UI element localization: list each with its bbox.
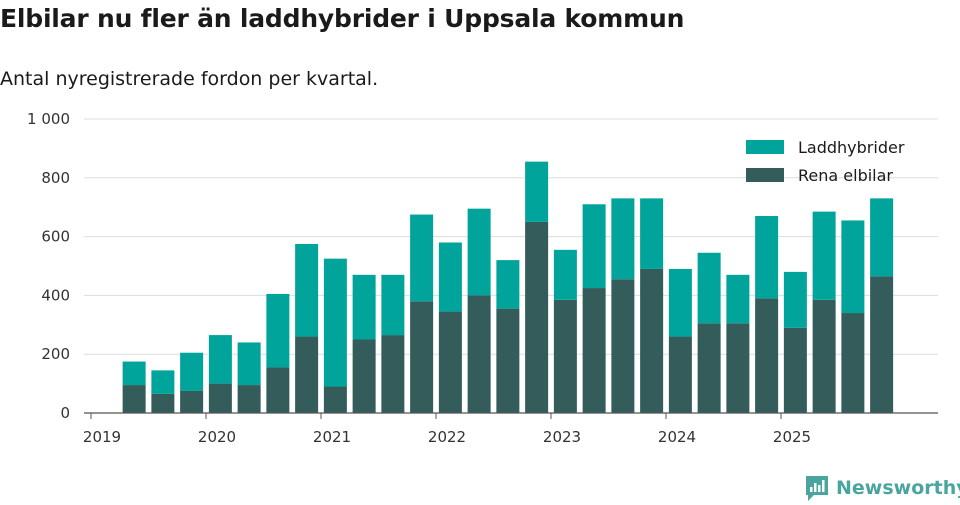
bar-rena-elbilar (237, 385, 261, 413)
bar-laddhybrider (295, 243, 319, 337)
bar-rena-elbilar (151, 393, 175, 413)
brand-name: Newsworthy (836, 477, 960, 499)
bar-laddhybrider (582, 204, 606, 289)
bar-rena-elbilar (783, 327, 807, 413)
bar-rena-elbilar (697, 323, 721, 413)
bar-rena-elbilar (525, 221, 549, 413)
bar-laddhybrider (726, 274, 750, 324)
bar-laddhybrider (783, 271, 807, 328)
bar-rena-elbilar (755, 298, 779, 413)
bar-rena-elbilar (668, 336, 692, 413)
bar-laddhybrider (151, 370, 175, 394)
bar-laddhybrider (410, 214, 434, 302)
x-tick-label: 2023 (543, 428, 581, 446)
y-tick-label: 800 (41, 169, 70, 187)
bar-rena-elbilar (611, 279, 635, 413)
chart-subtitle: Antal nyregistrerade fordon per kvartal. (0, 68, 379, 90)
legend-swatch (746, 140, 784, 154)
bar-laddhybrider (640, 198, 664, 269)
y-tick-label: 0 (60, 404, 70, 422)
chart-title: Elbilar nu fler än laddhybrider i Uppsal… (0, 4, 685, 33)
bar-rena-elbilar (870, 276, 894, 413)
x-tick-label: 2024 (658, 428, 696, 446)
bar-laddhybrider (553, 249, 577, 300)
bar-rena-elbilar (812, 299, 836, 413)
bar-laddhybrider (870, 198, 894, 277)
bar-rena-elbilar (122, 385, 146, 413)
bar-laddhybrider (122, 361, 146, 386)
bar-rena-elbilar (553, 299, 577, 413)
bar-rena-elbilar (726, 323, 750, 413)
brand-logo: Newsworthy (804, 474, 960, 502)
bar-laddhybrider (697, 252, 721, 324)
bar-rena-elbilar (208, 383, 232, 413)
x-tick-label: 2021 (313, 428, 351, 446)
bar-rena-elbilar (381, 335, 405, 413)
bar-rena-elbilar (438, 311, 462, 413)
legend-swatch (746, 168, 784, 182)
bar-rena-elbilar (467, 295, 491, 413)
bar-rena-elbilar (582, 288, 606, 413)
bar-rena-elbilar (323, 386, 347, 413)
bar-laddhybrider (755, 216, 779, 299)
bar-rena-elbilar (266, 367, 290, 413)
bar-rena-elbilar (841, 313, 865, 413)
x-tick-label: 2019 (83, 428, 121, 446)
bar-laddhybrider (525, 161, 549, 222)
legend-label: Laddhybrider (798, 138, 905, 157)
bar-laddhybrider (467, 208, 491, 296)
bar-laddhybrider (611, 198, 635, 280)
y-tick-label: 600 (41, 228, 70, 246)
bar-laddhybrider (266, 293, 290, 368)
bar-laddhybrider (668, 268, 692, 337)
y-tick-label: 400 (41, 286, 70, 304)
legend-label: Rena elbilar (798, 166, 893, 185)
bar-rena-elbilar (496, 308, 520, 413)
y-tick-label: 1 000 (27, 110, 70, 128)
bar-laddhybrider (841, 220, 865, 314)
bar-laddhybrider (438, 242, 462, 312)
bar-laddhybrider (352, 274, 376, 340)
bar-laddhybrider (208, 335, 232, 384)
bar-rena-elbilar (180, 390, 204, 413)
bar-rena-elbilar (295, 336, 319, 413)
x-tick-label: 2020 (198, 428, 236, 446)
bar-rena-elbilar (640, 268, 664, 413)
bar-laddhybrider (812, 211, 836, 300)
x-tick-label: 2025 (773, 428, 811, 446)
x-tick-label: 2022 (428, 428, 466, 446)
bar-laddhybrider (237, 342, 261, 386)
bar-rena-elbilar (410, 301, 434, 413)
newsworthy-logo-icon (806, 476, 828, 501)
y-tick-label: 200 (41, 345, 70, 363)
bar-laddhybrider (496, 260, 520, 309)
bar-laddhybrider (323, 258, 347, 387)
bar-laddhybrider (180, 352, 204, 391)
bar-laddhybrider (381, 274, 405, 336)
bar-rena-elbilar (352, 339, 376, 413)
